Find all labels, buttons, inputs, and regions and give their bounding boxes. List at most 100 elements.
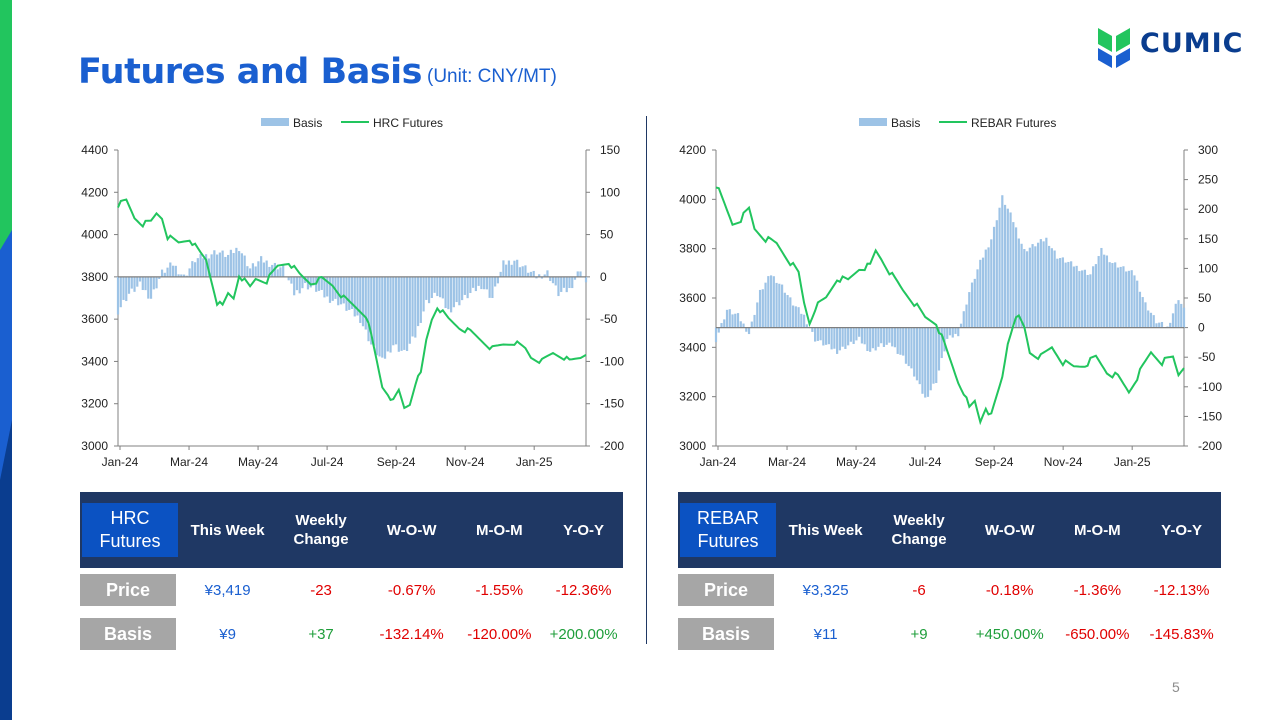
header-yoy: Y-O-Y — [544, 492, 623, 568]
basis-bar — [1031, 244, 1033, 328]
basis-bar — [737, 313, 739, 328]
basis-bar — [1147, 310, 1149, 327]
left-axis-tick-label: 3200 — [81, 397, 108, 411]
header-this-week: This Week — [780, 492, 871, 568]
left-axis-tick-label: 3200 — [679, 390, 706, 404]
basis-bar — [836, 328, 838, 354]
cell-value: -1.36% — [1053, 568, 1143, 612]
basis-bar — [734, 314, 736, 328]
basis-bar — [968, 292, 970, 328]
basis-bar — [480, 277, 482, 289]
basis-bar — [571, 277, 573, 288]
basis-bar — [952, 328, 954, 338]
basis-bar — [729, 309, 731, 327]
basis-bar — [387, 277, 389, 352]
basis-bar — [908, 328, 910, 366]
cell-value: -1.55% — [455, 568, 545, 612]
left-axis-tick-label: 4400 — [81, 143, 108, 157]
basis-bar — [392, 277, 394, 345]
basis-bar — [260, 256, 262, 277]
basis-bar — [128, 277, 130, 294]
basis-bar — [850, 328, 852, 342]
cell-value: +200.00% — [544, 612, 623, 656]
cell-value: -6 — [871, 568, 967, 612]
basis-bar — [1117, 268, 1119, 328]
basis-bar — [976, 269, 978, 327]
basis-bar — [290, 277, 292, 284]
basis-bar — [139, 277, 141, 282]
basis-bar — [362, 277, 364, 326]
basis-bar — [133, 277, 135, 292]
basis-bar — [456, 277, 458, 302]
basis-bar — [797, 307, 799, 327]
cell-value: +37 — [273, 612, 369, 656]
basis-bar — [552, 277, 554, 283]
cell-value: -650.00% — [1053, 612, 1143, 656]
basis-bar — [422, 277, 424, 312]
basis-bar — [447, 277, 449, 309]
basis-bar — [249, 268, 251, 276]
basis-bar — [740, 321, 742, 327]
basis-bar — [420, 277, 422, 323]
basis-bar — [566, 277, 568, 292]
basis-bar — [731, 314, 733, 327]
basis-bar — [1172, 313, 1174, 327]
basis-bar — [803, 315, 805, 328]
legend-label-basis: Basis — [293, 116, 322, 130]
basis-bar — [979, 260, 981, 328]
basis-bar — [428, 277, 430, 303]
basis-bar — [555, 277, 557, 286]
basis-bar — [789, 297, 791, 327]
cell-value: -0.18% — [967, 568, 1053, 612]
left-axis-tick-label: 3600 — [679, 291, 706, 305]
futures-line — [118, 200, 586, 408]
basis-bar — [814, 328, 816, 342]
basis-bar — [585, 277, 587, 282]
basis-bar — [910, 328, 912, 369]
basis-bar — [1065, 263, 1067, 328]
basis-bar — [257, 261, 259, 277]
basis-bar — [897, 328, 899, 354]
basis-bar — [197, 258, 199, 277]
basis-bar — [489, 277, 491, 298]
x-axis-tick-label: Sep-24 — [377, 455, 416, 469]
right-axis-tick-label: 200 — [1198, 202, 1218, 216]
basis-bar — [820, 328, 822, 341]
right-axis-tick-label: -150 — [600, 397, 624, 411]
basis-bar — [475, 277, 477, 291]
basis-bar — [513, 261, 515, 277]
basis-bar — [310, 277, 312, 288]
basis-bar — [150, 277, 152, 299]
basis-bar — [919, 328, 921, 385]
left-axis-tick-label: 4200 — [81, 185, 108, 199]
x-axis-tick-label: Jan-25 — [1114, 455, 1151, 469]
basis-bar — [775, 283, 777, 328]
basis-bar — [751, 322, 753, 328]
basis-bar — [759, 290, 761, 328]
basis-bar — [1111, 263, 1113, 328]
basis-bar — [1128, 271, 1130, 328]
basis-bar — [508, 261, 510, 277]
x-axis-tick-label: Jan-24 — [102, 455, 139, 469]
basis-bar — [742, 324, 744, 328]
x-axis-tick-label: Jul-24 — [311, 455, 344, 469]
basis-bar — [1139, 292, 1141, 328]
basis-bar — [403, 277, 405, 350]
basis-bar — [748, 328, 750, 334]
basis-bar — [1037, 243, 1039, 328]
basis-bar — [332, 277, 334, 301]
basis-bar — [982, 258, 984, 328]
left-axis-tick-label: 3600 — [81, 312, 108, 326]
cell-value: -145.83% — [1142, 612, 1221, 656]
basis-bar — [764, 283, 766, 328]
basis-bar — [869, 328, 871, 352]
basis-bar — [458, 277, 460, 305]
basis-bar — [222, 251, 224, 277]
basis-bar — [1084, 270, 1086, 328]
basis-bar — [1001, 195, 1003, 327]
basis-bar — [1009, 212, 1011, 327]
left-axis-tick-label: 3400 — [679, 340, 706, 354]
basis-bar — [147, 277, 149, 299]
basis-bar — [343, 277, 345, 304]
